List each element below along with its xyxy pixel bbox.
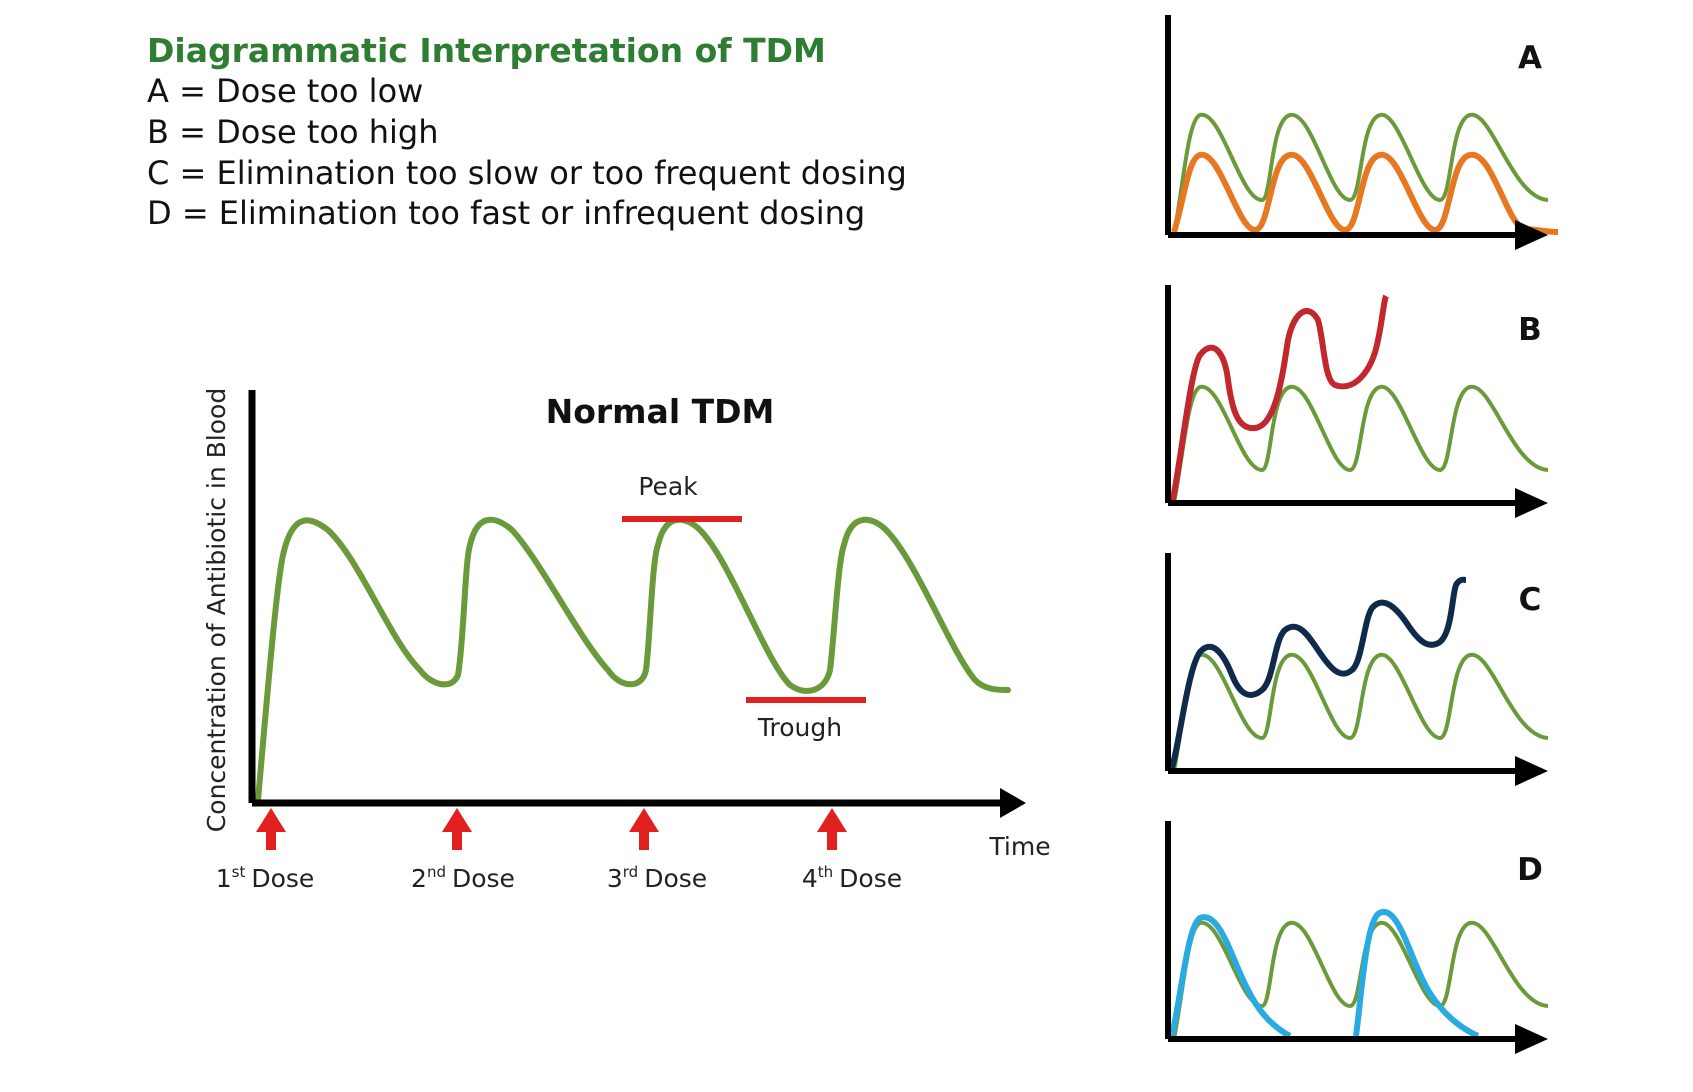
panel-a-letter: A [1518, 40, 1542, 76]
arrow-icon [1515, 756, 1548, 786]
main-chart: Normal TDM Concentration of Antibiotic i… [202, 388, 1051, 893]
x-axis-arrow-icon [1000, 788, 1026, 818]
arrow-icon [1515, 488, 1548, 518]
panel-d: D [1165, 821, 1549, 1054]
x-axis-label: Time [988, 832, 1050, 861]
dose-arrow-4 [817, 808, 847, 850]
panel-d-fast-elimination-curve [1169, 914, 1292, 1039]
dose-label-2: 2nd Dose [411, 863, 515, 893]
trough-label: Trough [757, 713, 842, 742]
legend-title: Diagrammatic Interpretation of TDM [147, 31, 826, 70]
up-arrow-icon [442, 808, 472, 850]
panel-d-fast-elimination-curve-2 [1353, 909, 1480, 1039]
legend-item-c: C = Elimination too slow or too frequent… [147, 154, 907, 192]
panel-c: C [1165, 553, 1549, 786]
legend: Diagrammatic Interpretation of TDM A = D… [147, 31, 907, 232]
dose-arrow-2 [442, 808, 472, 850]
y-axis-label: Concentration of Antibiotic in Blood [202, 388, 231, 832]
panel-c-letter: C [1519, 582, 1542, 618]
legend-item-b: B = Dose too high [147, 113, 439, 151]
main-chart-title: Normal TDM [546, 392, 775, 431]
up-arrow-icon [629, 808, 659, 850]
up-arrow-icon [817, 808, 847, 850]
dose-label-4: 4th Dose [802, 863, 902, 893]
panel-b: B [1165, 285, 1549, 518]
legend-item-d: D = Elimination too fast or infrequent d… [147, 194, 865, 232]
panel-c-slow-elimination-curve [1169, 576, 1467, 769]
panel-d-letter: D [1517, 852, 1543, 888]
dose-arrow-1 [256, 808, 286, 850]
arrow-icon [1515, 220, 1548, 250]
peak-label: Peak [638, 472, 698, 501]
panel-b-normal-curve [1172, 384, 1549, 504]
panel-b-high-dose-curve [1169, 294, 1389, 504]
normal-curve [255, 516, 1011, 803]
panel-c-normal-curve [1172, 652, 1549, 772]
dose-label-1: 1st Dose [216, 863, 315, 893]
legend-item-a: A = Dose too low [147, 72, 423, 110]
panel-a: A [1165, 15, 1559, 250]
arrow-icon [1515, 1024, 1548, 1054]
up-arrow-icon [256, 808, 286, 850]
panel-d-normal-curve [1172, 920, 1549, 1040]
dose-arrow-3 [629, 808, 659, 850]
panel-a-normal-curve [1172, 112, 1549, 236]
panel-a-low-dose-curve [1171, 152, 1559, 235]
dose-label-3: 3rd Dose [607, 863, 707, 893]
panel-b-letter: B [1518, 312, 1542, 348]
